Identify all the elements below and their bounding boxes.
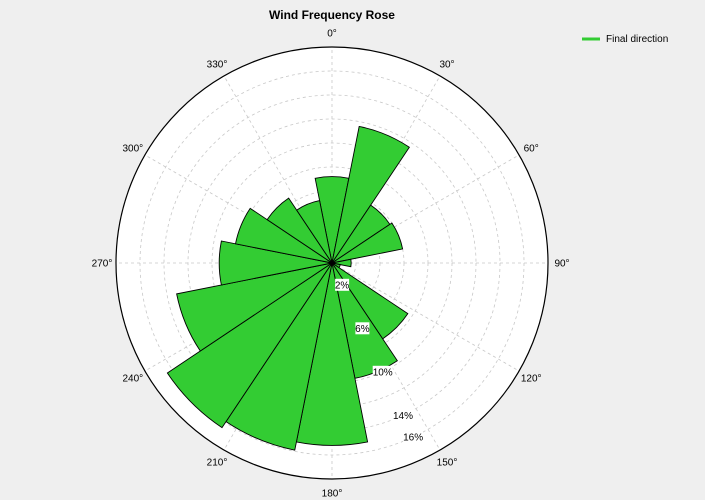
wedge-315: [266, 197, 333, 264]
ring-label-6: 6%: [355, 324, 370, 335]
wedge-270: [218, 240, 333, 286]
angle-label-270: 270°: [92, 259, 113, 270]
angle-label-300: 300°: [122, 144, 143, 155]
legend-label: Final direction: [606, 34, 668, 45]
wedge-225: [166, 262, 333, 429]
angle-label-150: 150°: [437, 458, 458, 469]
angle-label-240: 240°: [122, 374, 143, 385]
angle-label-120: 120°: [521, 374, 542, 385]
wedge-22_5: [331, 125, 410, 264]
wedge-247_5: [176, 262, 333, 352]
angle-label-90: 90°: [554, 259, 569, 270]
angle-label-30: 30°: [439, 59, 454, 70]
angle-label-0: 0°: [327, 29, 337, 40]
plot-area: 0° 30° 60° 90° 120° 150° 180° 210° 240° 270° 300° 3…: [92, 29, 570, 500]
ring-label-14: 14%: [393, 411, 413, 422]
chart-title: Wind Frequency Rose: [269, 8, 395, 22]
angle-label-210: 210°: [207, 458, 228, 469]
wedge-group: [166, 125, 410, 451]
ring-label-2: 2%: [335, 280, 350, 291]
angle-label-330: 330°: [207, 59, 228, 70]
wedge-292_5: [234, 207, 333, 264]
wedge-90: [331, 258, 352, 268]
ring-label-16: 16%: [403, 433, 423, 444]
angle-label-180: 180°: [322, 489, 343, 500]
grid-spoke: [331, 262, 520, 372]
ring-label-bg: [372, 365, 393, 378]
ring-label-bg: [335, 278, 350, 291]
ring-label-bg: [355, 322, 370, 335]
wedge-337_5: [296, 200, 333, 264]
wedge-67_5: [331, 222, 404, 264]
ring-label-bg: [393, 409, 413, 422]
legend: Final direction: [582, 34, 668, 45]
angle-label-60: 60°: [524, 144, 539, 155]
ring-label-bg: [403, 431, 424, 443]
ring-label-10: 10%: [373, 367, 393, 378]
